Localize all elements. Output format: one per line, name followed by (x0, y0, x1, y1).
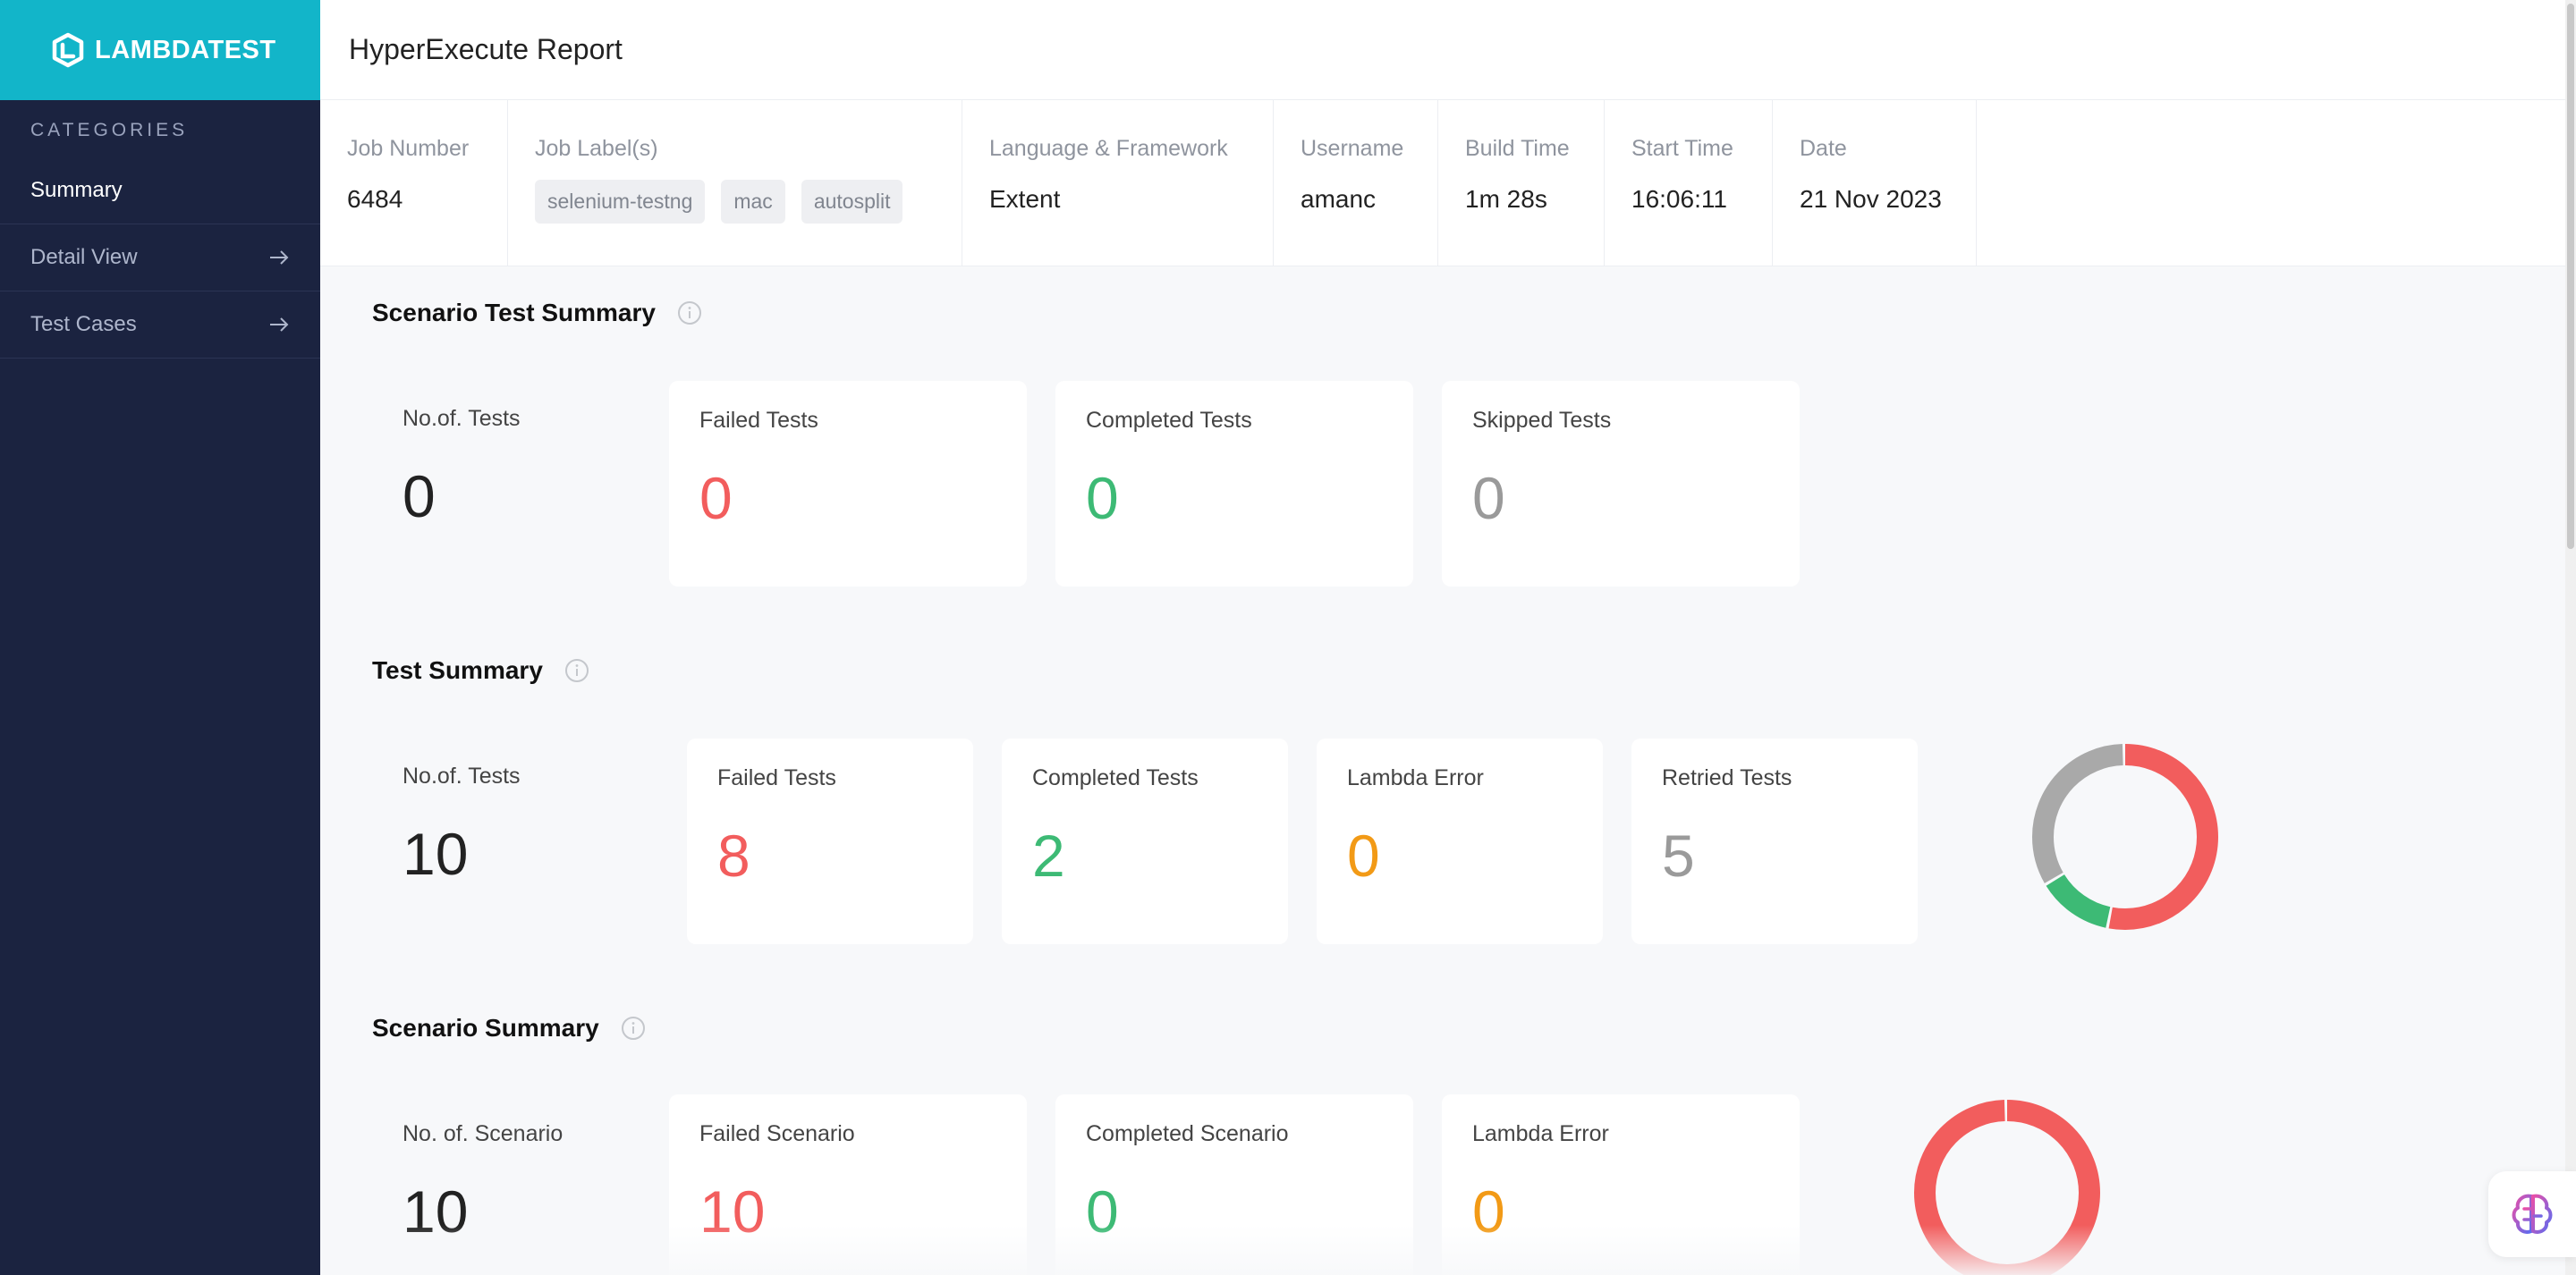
page-scrollbar[interactable] (2565, 0, 2576, 1275)
arrow-right-icon (270, 250, 289, 265)
sidebar-item-detail-view[interactable]: Detail View (0, 224, 320, 291)
stat-card-completed-tests: Completed Tests 0 (1055, 381, 1413, 587)
job-number-value: 6484 (347, 185, 403, 213)
start-time-value: 16:06:11 (1631, 185, 1727, 213)
job-number-cell: Job Number 6484 (320, 100, 508, 266)
section-title-text: Scenario Test Summary (372, 299, 656, 326)
language-label: Language & Framework (989, 136, 1228, 161)
stat-card-skipped-tests: Skipped Tests 0 (1442, 381, 1800, 587)
job-labels-tags: selenium-testng mac autosplit (535, 180, 936, 224)
sidebar-item-test-cases[interactable]: Test Cases (0, 291, 320, 359)
section-title-text: Test Summary (372, 656, 543, 684)
build-time-label: Build Time (1465, 136, 1570, 161)
donut-slice-failed[interactable] (1914, 1100, 2100, 1275)
stat-label: Completed Scenario (1086, 1121, 1289, 1146)
stat-card-retried-tests: Retried Tests 5 (1631, 739, 1918, 944)
brand-name: LAMBDATEST (95, 35, 276, 64)
stat-label: Lambda Error (1347, 765, 1484, 790)
stat-label: No. of. Scenario (402, 1121, 564, 1146)
stat-label: No.of. Tests (402, 764, 521, 789)
stat-value: 10 (402, 821, 469, 887)
language-cell: Language & Framework Extent (962, 100, 1274, 266)
arrow-right-icon (270, 317, 289, 332)
stat-card-failed-tests: Failed Tests 0 (669, 381, 1027, 587)
job-number-label: Job Number (347, 136, 470, 161)
stat-card-lambda-error: Lambda Error 0 (1317, 739, 1603, 944)
job-label-tag: selenium-testng (535, 180, 706, 224)
start-time-cell: Start Time 16:06:11 (1605, 100, 1773, 266)
stat-value: 2 (1032, 823, 1065, 889)
info-icon[interactable] (564, 658, 589, 683)
username-label: Username (1301, 136, 1404, 161)
start-time-label: Start Time (1631, 136, 1733, 161)
date-value: 21 Nov 2023 (1800, 185, 1942, 213)
stat-label: Failed Tests (699, 408, 818, 433)
page-header: HyperExecute Report (320, 0, 2576, 100)
job-labels-cell: Job Label(s) selenium-testng mac autospl… (508, 100, 962, 266)
scenario-test-summary-title: Scenario Test Summary (372, 299, 702, 327)
job-info-bar: Job Number 6484 Job Label(s) selenium-te… (320, 100, 2576, 266)
stat-label: Skipped Tests (1472, 408, 1612, 433)
build-time-value: 1m 28s (1465, 185, 1547, 213)
stat-label: No.of. Tests (402, 406, 521, 431)
sidebar-item-label: Test Cases (30, 312, 137, 336)
info-icon[interactable] (677, 300, 702, 325)
date-label: Date (1800, 136, 1847, 161)
brand-header: LAMBDATEST (0, 0, 320, 100)
brain-icon (2512, 1194, 2553, 1234)
stat-value: 5 (1662, 823, 1695, 889)
stat-value: 0 (1472, 465, 1505, 531)
stat-value: 8 (717, 823, 750, 889)
bottom-fade (320, 1225, 2565, 1275)
job-labels-label: Job Label(s) (535, 136, 658, 161)
stat-value: 0 (1347, 823, 1380, 889)
job-label-tag: autosplit (801, 180, 903, 224)
scenario-summary-donut-chart (1914, 1100, 2100, 1275)
info-icon[interactable] (621, 1016, 646, 1041)
build-time-cell: Build Time 1m 28s (1438, 100, 1605, 266)
sidebar-item-label: Detail View (30, 245, 138, 269)
date-cell: Date 21 Nov 2023 (1773, 100, 1977, 266)
categories-heading: CATEGORIES (30, 120, 189, 140)
stat-label: Completed Tests (1086, 408, 1252, 433)
stat-value: 0 (402, 463, 436, 529)
test-summary-title: Test Summary (372, 656, 589, 685)
stat-card-total-tests: No.of. Tests 10 (372, 737, 667, 942)
job-label-tag: mac (721, 180, 785, 224)
sidebar-item-summary[interactable]: Summary (0, 157, 320, 224)
section-title-text: Scenario Summary (372, 1014, 599, 1042)
username-cell: Username amanc (1274, 100, 1438, 266)
stat-label: Retried Tests (1662, 765, 1792, 790)
donut-slice-failed[interactable] (2032, 744, 2218, 930)
stat-label: Failed Scenario (699, 1121, 855, 1146)
page-title: HyperExecute Report (349, 33, 623, 65)
stat-value: 0 (699, 465, 733, 531)
stat-card-completed-tests: Completed Tests 2 (1002, 739, 1288, 944)
stat-label: Completed Tests (1032, 765, 1199, 790)
stat-label: Failed Tests (717, 765, 836, 790)
stat-card-failed-tests: Failed Tests 8 (687, 739, 973, 944)
stat-label: Lambda Error (1472, 1121, 1609, 1146)
sidebar-item-label: Summary (30, 178, 123, 202)
scenario-summary-title: Scenario Summary (372, 1014, 646, 1043)
ai-assistant-button[interactable] (2488, 1171, 2576, 1257)
scrollbar-thumb[interactable] (2567, 4, 2574, 549)
test-summary-donut-chart (2032, 744, 2218, 930)
sidebar: LAMBDATEST CATEGORIES Summary Detail Vie… (0, 0, 320, 1275)
language-value: Extent (989, 185, 1061, 213)
stat-card-total-tests: No.of. Tests 0 (372, 379, 651, 585)
donut-slice-retried[interactable] (2032, 744, 2218, 930)
username-value: amanc (1301, 185, 1377, 213)
stat-value: 0 (1086, 465, 1119, 531)
lambdatest-logo-icon (52, 32, 84, 68)
